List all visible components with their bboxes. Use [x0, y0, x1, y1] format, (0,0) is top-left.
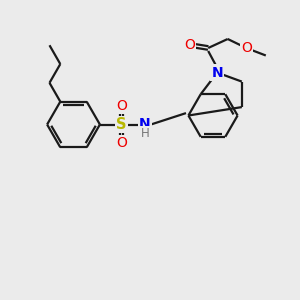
- Text: O: O: [241, 41, 252, 55]
- Text: O: O: [116, 99, 127, 113]
- Text: O: O: [116, 136, 127, 150]
- Text: S: S: [116, 117, 127, 132]
- Text: N: N: [212, 66, 223, 80]
- Text: H: H: [140, 127, 149, 140]
- Text: N: N: [139, 118, 151, 131]
- Text: O: O: [184, 38, 195, 52]
